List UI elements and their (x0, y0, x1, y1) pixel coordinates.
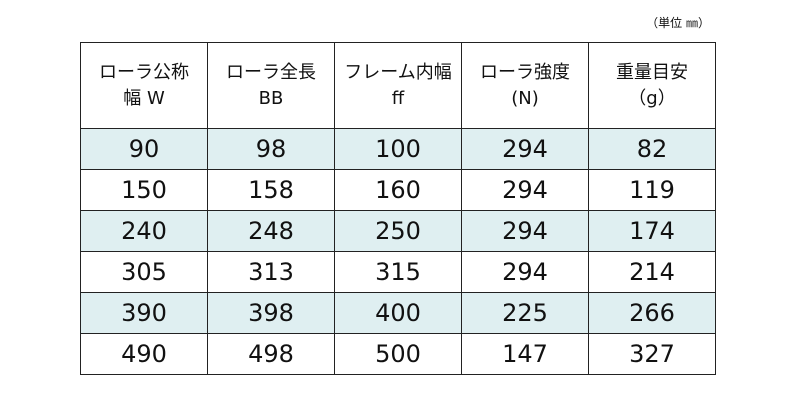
table-cell: 214 (588, 251, 716, 293)
header-line: ローラ全長 (226, 61, 316, 83)
header-line: フレーム内幅 (344, 61, 452, 83)
table-cell: 400 (334, 292, 462, 334)
table-cell: 313 (207, 251, 335, 293)
header-line: （g） (628, 87, 676, 109)
unit-note: （単位 ㎜） (646, 16, 710, 30)
header-cell: ローラ強度 (N) (461, 42, 589, 129)
table-cell: 398 (207, 292, 335, 334)
table-cell: 100 (334, 128, 462, 170)
table-cell: 248 (207, 210, 335, 252)
header-line: 重量目安 (616, 61, 688, 83)
table-row: 305 313 315 294 214 (80, 251, 716, 293)
table-cell: 294 (461, 128, 589, 170)
header-row: ローラ公称幅 W ローラ全長 BB フレーム内幅 ff ローラ強度 (N) 重量目安 （g） (80, 42, 716, 129)
table-row: 490 498 500 147 327 (80, 333, 716, 375)
table-cell: 158 (207, 169, 335, 211)
table-cell: 294 (461, 210, 589, 252)
table-cell: 250 (334, 210, 462, 252)
header-cell: フレーム内幅 ff (334, 42, 462, 129)
table-body: 90 98 100 294 82 150 158 160 294 119 240 248 250 294 1… (80, 128, 716, 375)
table-row: 240 248 250 294 174 (80, 210, 716, 252)
table-cell: 294 (461, 251, 589, 293)
spec-table: ローラ公称幅 W ローラ全長 BB フレーム内幅 ff ローラ強度 (N) 重量目安 （g） 9… (80, 42, 716, 375)
header-cell: ローラ公称幅 W (80, 42, 208, 129)
header-line: 幅 W (123, 87, 165, 109)
table-cell: 266 (588, 292, 716, 334)
table-cell: 315 (334, 251, 462, 293)
table-cell: 98 (207, 128, 335, 170)
header-line: (N) (511, 87, 539, 109)
table-cell: 490 (80, 333, 208, 375)
table-cell: 500 (334, 333, 462, 375)
table-header: ローラ公称幅 W ローラ全長 BB フレーム内幅 ff ローラ強度 (N) 重量目安 （g） (80, 42, 716, 129)
table-cell: 160 (334, 169, 462, 211)
header-line: ローラ強度 (480, 61, 570, 83)
table-cell: 390 (80, 292, 208, 334)
header-line: BB (258, 87, 284, 109)
table-cell: 82 (588, 128, 716, 170)
table-cell: 240 (80, 210, 208, 252)
table-cell: 498 (207, 333, 335, 375)
header-line: ローラ公称 (99, 61, 189, 83)
table-cell: 147 (461, 333, 589, 375)
table-cell: 294 (461, 169, 589, 211)
table-cell: 327 (588, 333, 716, 375)
table-row: 390 398 400 225 266 (80, 292, 716, 334)
table-cell: 119 (588, 169, 716, 211)
table-cell: 174 (588, 210, 716, 252)
table-cell: 305 (80, 251, 208, 293)
table-cell: 150 (80, 169, 208, 211)
table-row: 90 98 100 294 82 (80, 128, 716, 170)
header-cell: 重量目安 （g） (588, 42, 716, 129)
table-cell: 225 (461, 292, 589, 334)
table-cell: 90 (80, 128, 208, 170)
header-line: ff (391, 87, 405, 109)
header-cell: ローラ全長 BB (207, 42, 335, 129)
table-row: 150 158 160 294 119 (80, 169, 716, 211)
